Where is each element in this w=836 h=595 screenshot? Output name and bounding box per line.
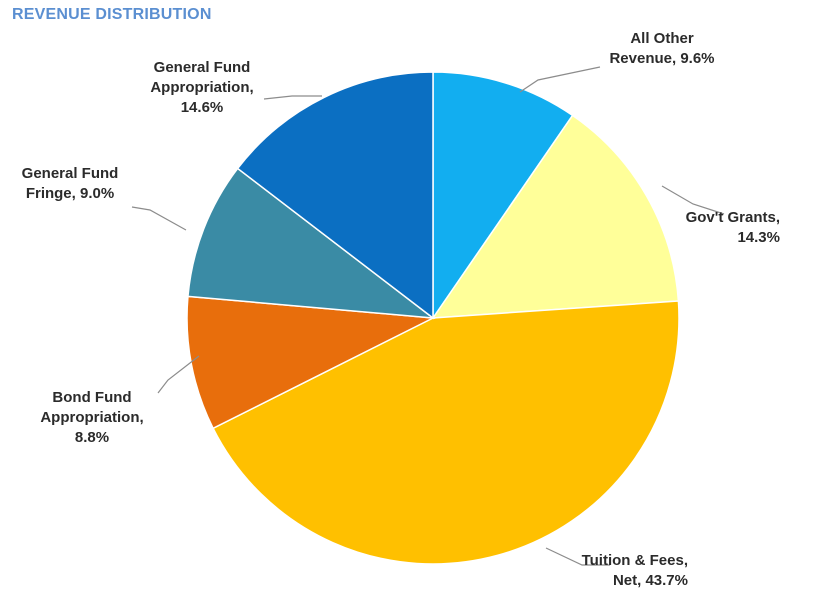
slice-label-line: Appropriation, [40,409,143,426]
slice-label: Gov't Grants, 14.3% [686,209,780,246]
leader-line [131,206,187,231]
leader-line [157,355,200,394]
slice-label: Bond Fund Appropriation, 8.8% [40,389,143,446]
pie-slice-gov-t-grants [431,114,680,319]
slice-label: All Other Revenue, 9.6% [609,30,714,67]
pie-slice-all-other-revenue [432,71,574,321]
slice-label-line: General Fund [22,165,119,182]
leader-lines [131,66,725,566]
slice-label-line: 8.8% [75,429,109,446]
pie-slice-general-fund-fringe [187,167,436,319]
slice-label: Tuition & Fees, Net, 43.7% [582,552,688,589]
slice-label-line: Revenue, 9.6% [609,50,714,67]
chart-title: REVENUE DISTRIBUTION [12,6,212,23]
slice-label-line: Tuition & Fees, [582,552,688,569]
slice-label-line: All Other [630,30,694,47]
slice-label: General Fund Fringe, 9.0% [22,165,119,202]
slice-label-line: Fringe, 9.0% [26,185,114,202]
slice-label-line: 14.6% [181,99,224,116]
slice-label-line: 14.3% [737,229,780,246]
pie-slice-bond-fund-appropriation [186,295,436,430]
pie-slice-general-fund-appropriation [236,71,434,320]
leader-line [545,547,610,566]
pie-slices [186,71,680,565]
slice-labels: All Other Revenue, 9.6% Gov't Grants, 14.3%… [22,30,780,589]
slice-label-line: General Fund [154,59,251,76]
slice-label-line: Gov't Grants, [686,209,780,226]
slice-label: General Fund Appropriation, 14.6% [150,59,253,116]
pie-slice-tuition-fees-net [212,300,680,565]
leader-line [661,185,725,215]
slice-label-line: Appropriation, [150,79,253,96]
leader-line [263,95,322,100]
slice-label-line: Bond Fund [52,389,131,406]
slice-label-line: Net, 43.7% [613,572,688,589]
leader-line [519,66,601,93]
